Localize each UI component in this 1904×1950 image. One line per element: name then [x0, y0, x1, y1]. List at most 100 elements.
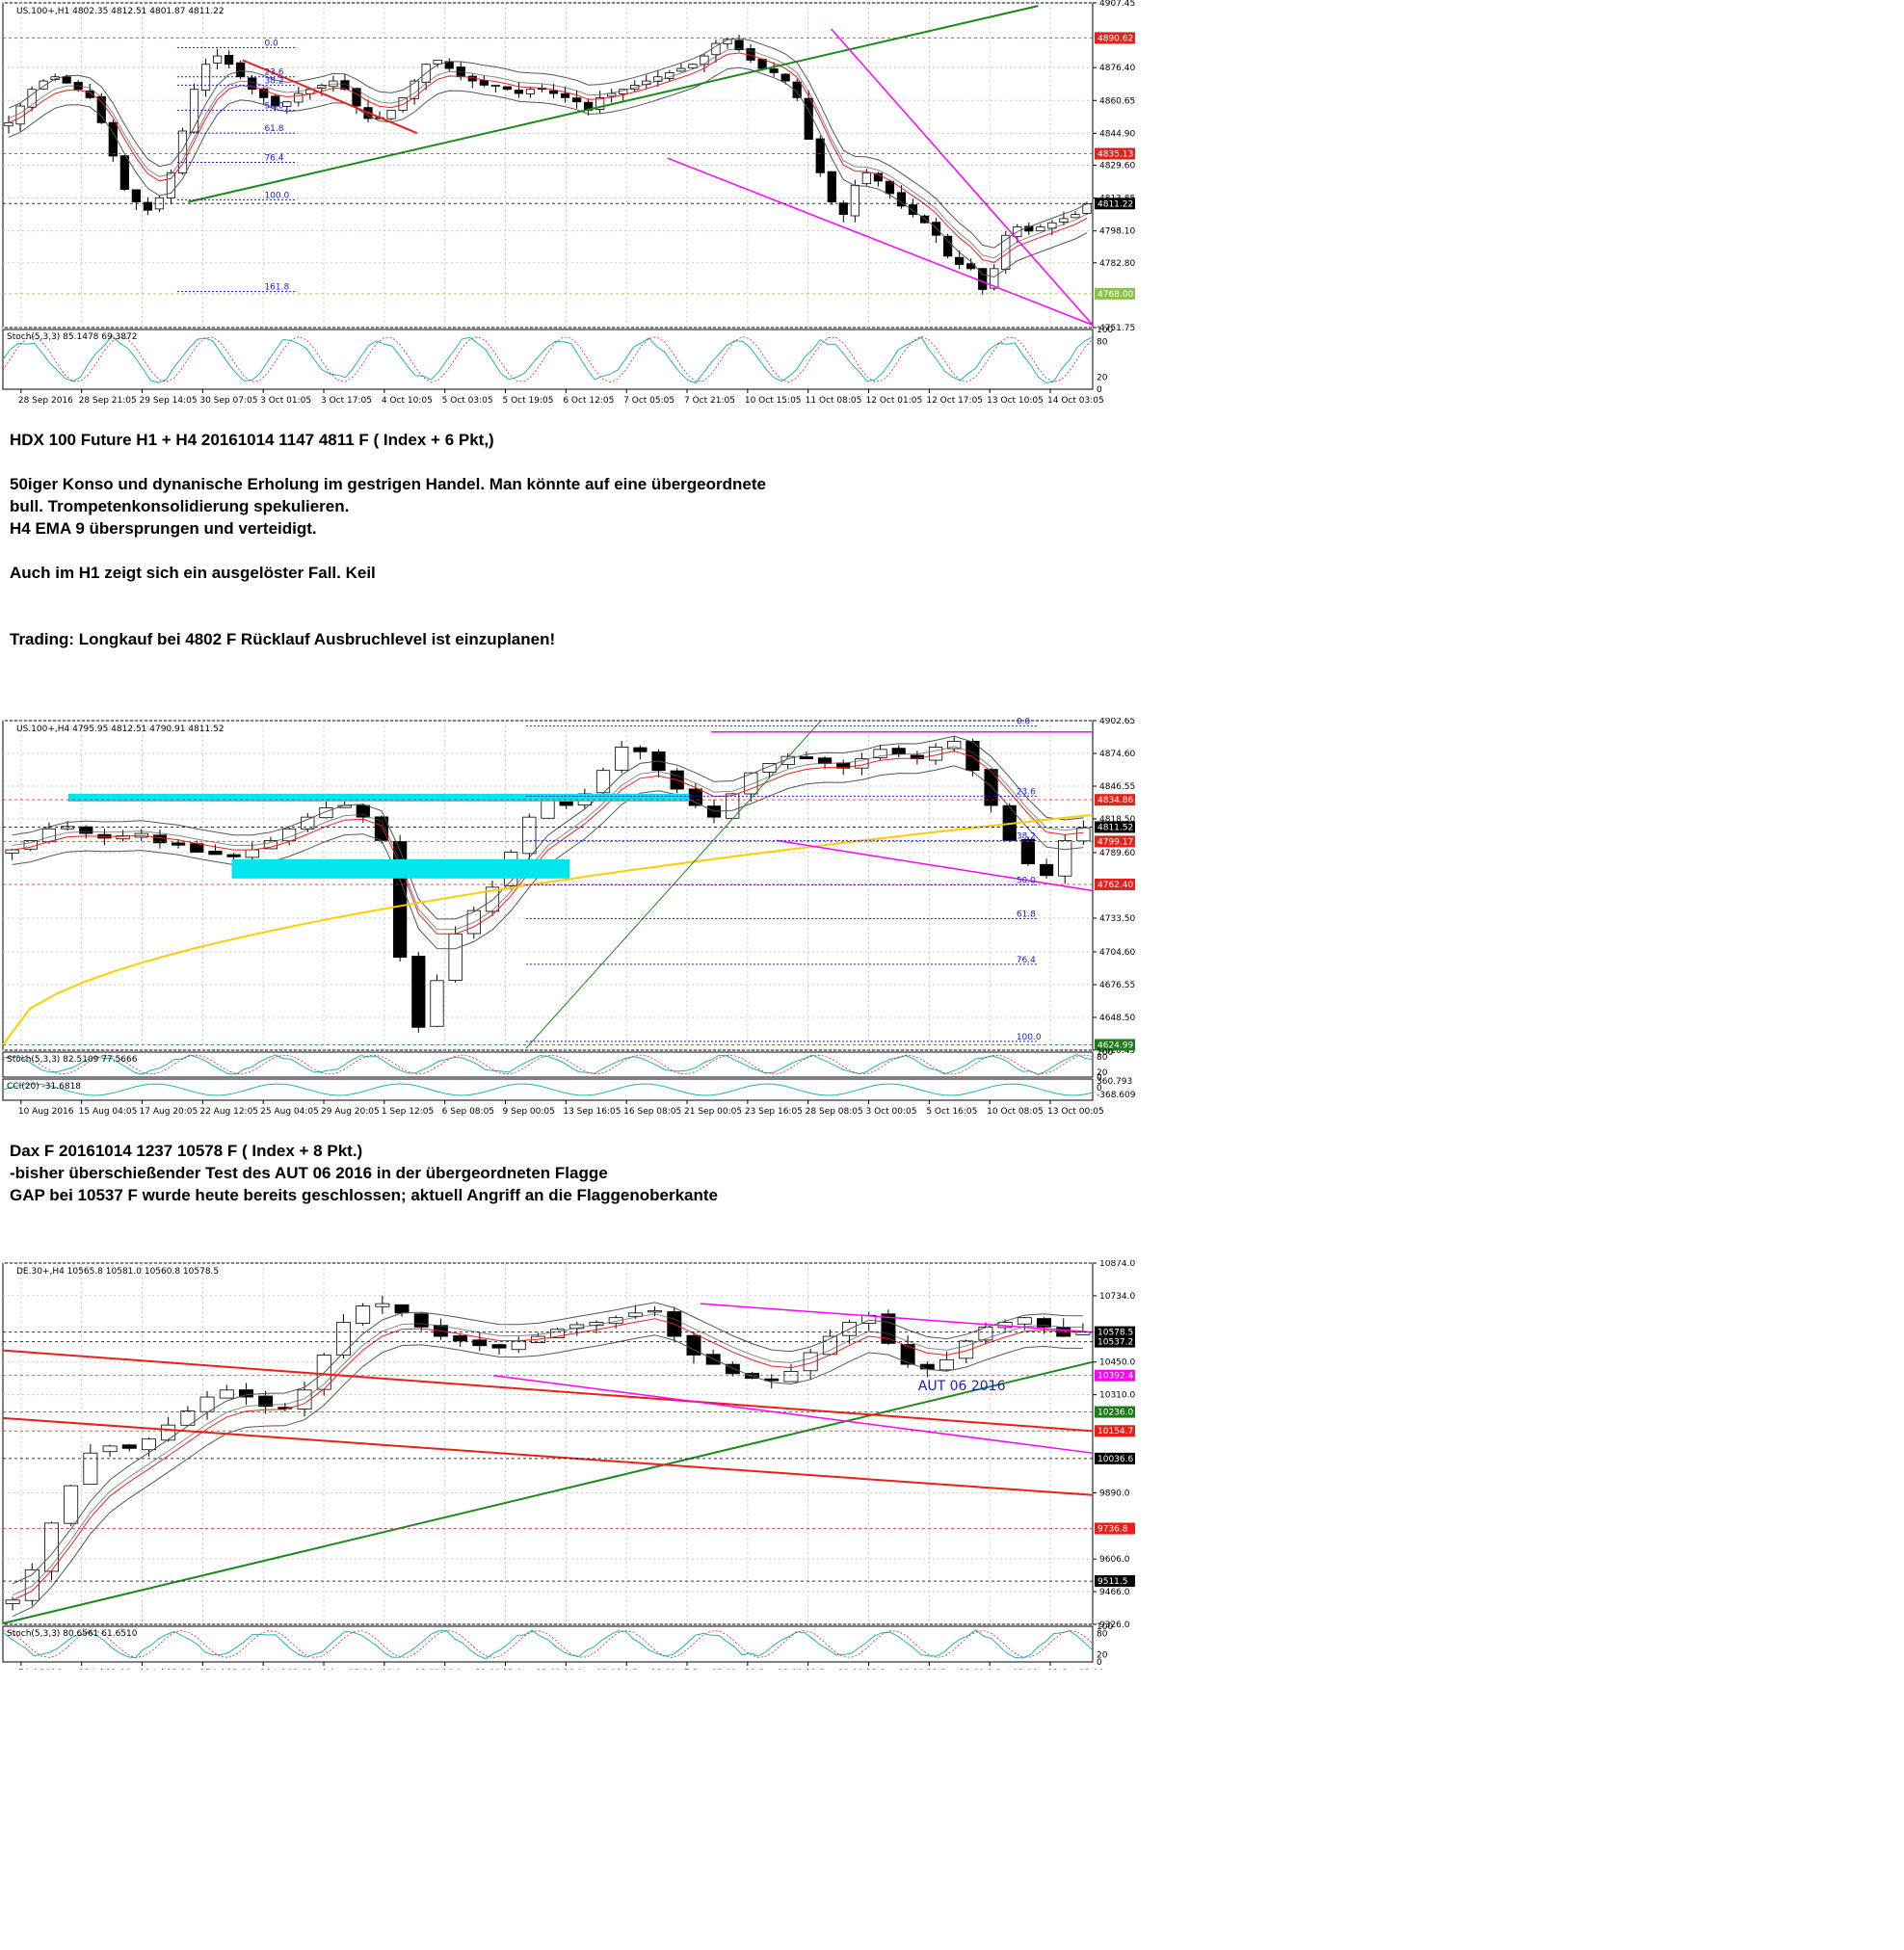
chart-1-candle	[62, 76, 71, 84]
chart-1-x-label: 30 Sep 07:05	[199, 396, 257, 406]
chart-3-candle	[1075, 1331, 1091, 1335]
chart-1-candle	[827, 171, 836, 202]
chart-2-stoch-tick: 20	[1097, 1068, 1108, 1078]
chart-3-price-tag-bg	[1095, 1335, 1135, 1348]
chart-2-candle	[688, 788, 702, 806]
chart-3-price-tick: 9326.0	[1099, 1621, 1130, 1630]
chart-2-sma-line	[2, 813, 1094, 1046]
chart-3-x-label: 4 Aug 12:00	[321, 1669, 374, 1670]
chart-1-candle	[607, 92, 617, 97]
chart-2-candle	[430, 980, 444, 1027]
chart-1-x-label: 5 Oct 03:05	[442, 396, 493, 406]
chart-1-candle	[792, 81, 802, 98]
chart-2-x-label: 29 Aug 20:05	[321, 1107, 380, 1117]
chart-1-ema-line	[8, 52, 1088, 263]
chart-3-flag-upper	[700, 1303, 1094, 1333]
chart-3-stoch-tick: 0	[1097, 1658, 1102, 1668]
chart-3-candle	[258, 1395, 274, 1408]
chart-1-candle	[282, 101, 292, 107]
chart-1-candle	[931, 222, 941, 236]
chart-2-candle	[522, 816, 537, 855]
chart-1-stoch-label: Stoch(5,3,3) 85.1478 69.3872	[7, 332, 137, 342]
chart-3-candle	[686, 1334, 701, 1356]
chart-3-stoch-tick: 100	[1097, 1622, 1113, 1632]
chart-2-candle	[226, 854, 241, 857]
chart-3-candle	[472, 1339, 488, 1347]
chart-1-price-tick: 4860.65	[1099, 96, 1135, 106]
chart-1-x-label: 28 Sep 21:05	[79, 396, 137, 406]
chart-3-candle	[219, 1389, 234, 1399]
chart-3-candle	[627, 1312, 643, 1317]
chart-2-price-tag: 4811.52	[1097, 823, 1133, 832]
chart-2-price-tick: 4733.50	[1099, 914, 1135, 924]
chart-3-x-label: 13 Jul 12:00	[79, 1669, 131, 1670]
chart-2-candle	[1076, 827, 1091, 842]
chart-1-candle	[340, 80, 350, 91]
chart-1-candle	[502, 86, 512, 91]
chart-1-price-tick: 4829.60	[1099, 162, 1135, 171]
chart-3-candle	[83, 1452, 98, 1486]
chart-3-ema-line	[12, 1318, 1083, 1601]
chart-3-x-label: 12 Oct 12:00	[1047, 1669, 1104, 1670]
chart-2-x-label: 22 Aug 12:05	[199, 1107, 258, 1117]
chart-2-symbol-header: US.100+,H4 4795.95 4812.51 4790.91 4811.…	[16, 725, 225, 734]
chart-3-candle	[375, 1303, 390, 1307]
chart-1-candle	[294, 92, 304, 103]
chart-3-candle	[511, 1340, 526, 1351]
chart-1-price-tag-bg	[1095, 32, 1135, 44]
chart-3-price-tag-bg	[1095, 1406, 1135, 1418]
chart-2-candle	[356, 804, 370, 818]
chart-2-fib-label: 100.0	[1017, 1033, 1042, 1042]
chart-1-price-tag-bg	[1095, 147, 1135, 160]
chart-1-price-tag: 4768.00	[1097, 290, 1133, 300]
chart-2-stoch-label: Stoch(5,3,3) 82.5109 77.5666	[7, 1055, 138, 1065]
chart-2-x-label: 5 Oct 16:05	[926, 1107, 977, 1117]
chart-2-price-tag-bg	[1095, 794, 1135, 806]
chart-1-candle	[259, 88, 269, 98]
chart-1-candle	[236, 62, 246, 78]
chart-2-candle	[245, 849, 259, 858]
chart-3-candle	[413, 1313, 429, 1328]
chart-1-bollinger-upper	[8, 38, 1088, 249]
chart-2-fib-label: 38.2	[1017, 831, 1036, 841]
chart-1-candle	[131, 189, 141, 202]
chart-1-symbol-header: US.100+,H1 4802.35 4812.51 4801.87 4811.…	[16, 7, 225, 16]
chart-3-candle	[394, 1304, 410, 1314]
chart-3-candle	[919, 1363, 935, 1370]
chart-2-x-label: 1 Sep 12:05	[382, 1107, 434, 1117]
chart-2-ema-line	[12, 750, 1084, 935]
chart-1-candle	[177, 130, 188, 174]
chart-1-candle	[885, 180, 895, 195]
chart-2-candle	[615, 747, 629, 771]
chart-2-candle	[947, 740, 962, 750]
chart-2-candle	[984, 769, 998, 806]
chart-1-candle	[410, 80, 419, 99]
chart-1-candle	[676, 67, 686, 72]
chart-3-candle	[783, 1371, 799, 1383]
chart-3-candle	[64, 1485, 79, 1524]
chart-1-x-label: 29 Sep 14:05	[140, 396, 198, 406]
us100-h1-svg: 4907.454876.404860.654844.904829.604813.…	[2, 0, 1135, 406]
chart-1-candle	[595, 96, 605, 110]
chart-1-candle	[39, 80, 48, 90]
chart-2-fib-label: 23.6	[1017, 787, 1036, 797]
chart-2-candle	[41, 828, 57, 843]
chart-2-candle	[208, 851, 223, 856]
chart-1-candle	[1071, 214, 1080, 219]
chart-3-plot-frame	[2, 1262, 1094, 1625]
chart-3-x-label: 16 Aug 12:00	[442, 1669, 501, 1670]
chart-2-candle	[780, 755, 795, 765]
chart-1-x-label: 7 Oct 21:05	[684, 396, 735, 406]
chart-2-x-label: 13 Sep 16:05	[563, 1107, 621, 1117]
chart-2-fib-label: 50.0	[1017, 876, 1036, 885]
chart-2-x-label: 6 Sep 08:05	[442, 1107, 494, 1117]
chart-3-candle	[278, 1407, 293, 1410]
chart-2-cci-label: CCI(20) -31.6818	[7, 1082, 81, 1092]
chart-2-bollinger-mid	[12, 746, 1084, 931]
chart-3-price-tick: 9890.0	[1099, 1489, 1130, 1498]
chart-3-candle	[5, 1599, 20, 1604]
chart-1-stoch-tick: 20	[1097, 374, 1108, 383]
chart-3-candle	[1017, 1317, 1032, 1325]
chart-1-x-label: 3 Oct 17:05	[321, 396, 372, 406]
chart-1-candle	[908, 204, 918, 215]
